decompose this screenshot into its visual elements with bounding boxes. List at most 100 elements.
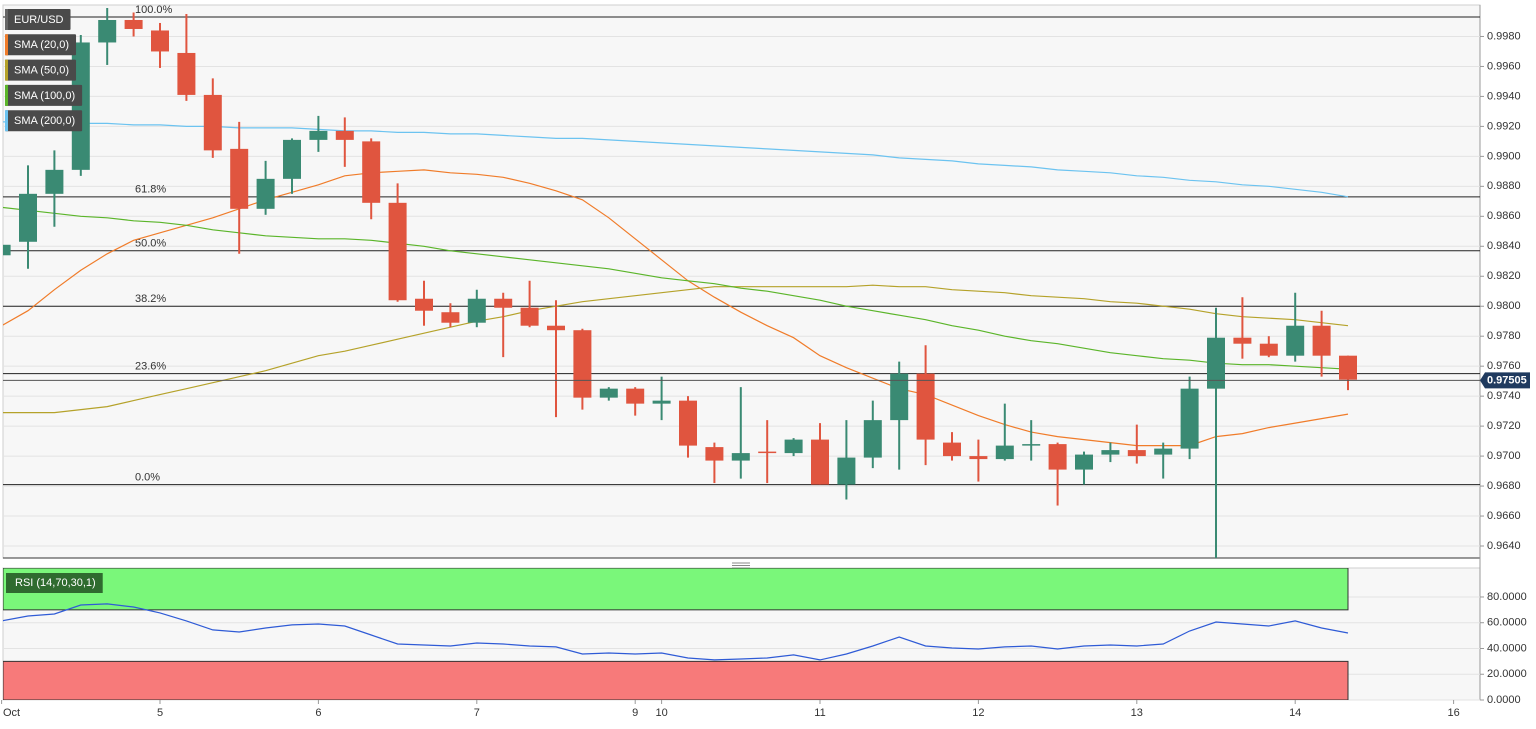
y-tick-label: 0.9920	[1487, 120, 1521, 132]
candle-body	[45, 169, 64, 194]
y-tick-label: 0.9820	[1487, 270, 1521, 282]
candle-body	[494, 298, 513, 308]
candle-body	[19, 193, 37, 242]
candle-body	[230, 148, 249, 209]
y-tick-label: 0.9940	[1487, 90, 1521, 102]
x-tick-label: 12	[972, 707, 984, 719]
rsi-plot	[3, 568, 1349, 700]
candle-body	[362, 141, 381, 203]
candle-body	[1022, 444, 1041, 446]
candle-body	[758, 451, 777, 454]
y-tick-label: 0.9780	[1487, 330, 1521, 342]
legend-swatch	[5, 110, 8, 132]
x-tick-label: 6	[315, 707, 321, 719]
legend-box	[5, 9, 71, 30]
candle-body	[98, 19, 117, 43]
legend-box	[5, 34, 77, 56]
y-tick-label: 0.9840	[1487, 240, 1521, 252]
x-tick-label: 11	[814, 707, 825, 719]
y-tick-label: 0.9740	[1487, 390, 1521, 402]
candle-body	[309, 130, 328, 140]
x-tick-label: 13	[1131, 707, 1143, 719]
candle-body	[784, 439, 803, 454]
candle-body	[626, 388, 645, 404]
candle-body	[441, 312, 460, 323]
legend-label: EUR/USD	[14, 14, 64, 26]
legend-label: SMA (200,0)	[14, 115, 75, 127]
y-tick-label: 0.9880	[1487, 180, 1521, 192]
legend-swatch	[5, 59, 8, 81]
overbought-zone	[3, 568, 1349, 611]
sma-line	[3, 284, 1349, 414]
candle-body	[811, 439, 829, 485]
last-price-label: 0.97505	[1487, 374, 1527, 386]
sma-line	[3, 206, 1349, 370]
candle-body	[283, 139, 301, 179]
sma-line	[3, 169, 1349, 447]
y-tick-label: 60.0000	[1487, 617, 1527, 629]
candle-body	[863, 420, 882, 458]
x-tick-label: 5	[157, 707, 163, 719]
y-tick-label: 0.9680	[1487, 480, 1521, 492]
candle-body	[890, 373, 909, 421]
y-tick-label: 0.9900	[1487, 150, 1521, 162]
legend-box	[5, 84, 83, 106]
candle-body	[969, 456, 988, 460]
x-tick-label: Oct	[3, 707, 20, 719]
fib-label: 23.6%	[135, 361, 166, 373]
candle-body	[1207, 337, 1225, 389]
candle-body	[547, 325, 565, 331]
y-tick-label: 0.9700	[1487, 450, 1521, 462]
x-tick-label: 14	[1289, 707, 1301, 719]
plot: 100.0% 61.8% 50.0% 38.2% 23.6% 0.0%	[3, 4, 1480, 558]
legend-swatch	[5, 9, 8, 30]
legend-swatch	[5, 84, 8, 106]
candle-body	[520, 307, 539, 326]
fib-label: 100.0%	[135, 4, 173, 16]
y-tick-label: 40.0000	[1487, 642, 1527, 654]
candle-body	[1127, 450, 1146, 457]
candle-body	[1259, 343, 1278, 356]
candle-body	[1233, 337, 1252, 344]
candle-body	[599, 388, 618, 398]
candle-body	[705, 447, 724, 461]
fib-label: 38.2%	[135, 293, 166, 305]
y-tick-label: 0.9760	[1487, 360, 1521, 372]
legend-label: SMA (20,0)	[14, 39, 69, 51]
candle-body	[1154, 448, 1173, 455]
candle-body	[71, 42, 90, 170]
legend-swatch	[5, 34, 8, 56]
candle-body	[731, 453, 750, 461]
legend-label: SMA (100,0)	[14, 90, 75, 102]
candle-body	[151, 30, 169, 52]
indicator-line	[3, 603, 1349, 661]
candle-body	[415, 298, 433, 311]
fib-label: 0.0%	[135, 471, 160, 483]
y-tick-label: 20.0000	[1487, 668, 1527, 680]
splitter[interactable]	[732, 562, 750, 569]
x-tick-label: 7	[474, 707, 480, 719]
candle-body	[1048, 444, 1067, 470]
y-tick-label: 0.9980	[1487, 30, 1521, 42]
fib-label: 50.0%	[135, 238, 166, 250]
overlay: 0.9640 0.9660 0.9680 0.9700 0.9720 0.9740 0.97…	[1, 9, 1530, 719]
candle-body	[203, 94, 222, 151]
candle-body	[177, 52, 196, 95]
candle-body	[1075, 454, 1093, 470]
candle-body	[388, 202, 407, 301]
legend-box	[5, 110, 83, 132]
candle-body	[837, 457, 856, 485]
y-tick-label: 0.9860	[1487, 210, 1521, 222]
fib-label: 61.8%	[135, 184, 166, 196]
candle-body	[1312, 325, 1331, 356]
rsi-label: RSI (14,70,30,1)	[15, 577, 96, 589]
y-tick-label: 0.9720	[1487, 420, 1521, 432]
candle-body	[679, 400, 697, 446]
y-tick-label: 0.9660	[1487, 510, 1521, 522]
y-tick-label: 0.9640	[1487, 540, 1521, 552]
candle-body	[573, 330, 592, 398]
x-tick-label: 10	[655, 707, 667, 719]
candle-body	[916, 373, 935, 440]
